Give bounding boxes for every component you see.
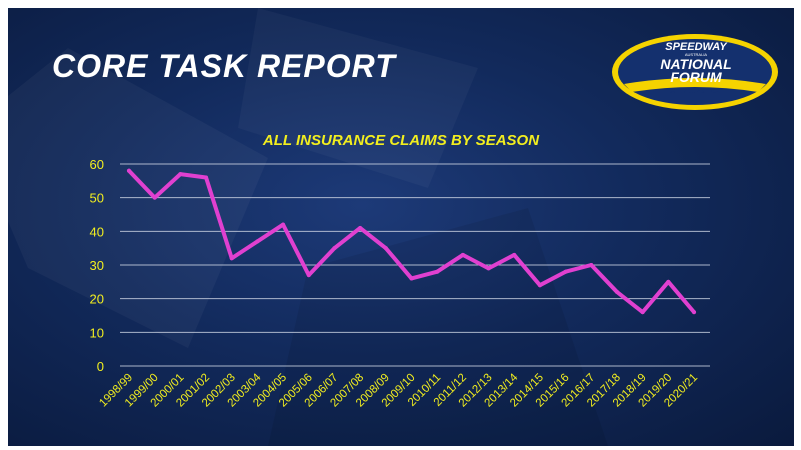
y-tick-label: 10 — [90, 325, 104, 340]
national-forum-logo: SPEEDWAY AUSTRALIA NATIONAL FORUM GOLD C… — [612, 34, 778, 110]
logo-forum-text: FORUM — [670, 69, 722, 85]
data-point — [332, 246, 337, 251]
data-point — [460, 252, 465, 257]
data-point — [640, 310, 645, 315]
y-tick-label: 40 — [90, 224, 104, 239]
y-tick-label: 20 — [90, 292, 104, 307]
data-point — [486, 266, 491, 271]
logo-gold-coast-text: GOLD COAST 2021 — [668, 89, 724, 95]
y-tick-label: 0 — [97, 359, 104, 374]
data-point — [306, 273, 311, 278]
data-point — [512, 252, 517, 257]
data-point — [435, 269, 440, 274]
data-point — [204, 175, 209, 180]
y-tick-label: 50 — [90, 191, 104, 206]
data-point — [152, 195, 157, 200]
data-point — [229, 256, 234, 261]
logo-national-text: NATIONAL — [660, 56, 731, 72]
series-line — [127, 168, 696, 315]
data-point — [537, 283, 542, 288]
data-point — [692, 310, 696, 315]
data-point — [358, 225, 363, 230]
logo-speedway-text: SPEEDWAY — [665, 41, 728, 53]
data-point — [255, 239, 260, 244]
slide-background: CORE TASK REPORT SPEEDWAY AUSTRALIA NATI… — [8, 8, 794, 446]
chart-title: ALL INSURANCE CLAIMS BY SEASON — [262, 132, 540, 149]
data-point — [563, 269, 568, 274]
data-point — [666, 279, 671, 284]
page-title: CORE TASK REPORT — [52, 48, 396, 84]
data-point — [409, 276, 414, 281]
y-tick-label: 30 — [90, 258, 104, 273]
data-point — [383, 246, 388, 251]
line-chart: ALL INSURANCE CLAIMS BY SEASON 0 10 20 30 40… — [90, 132, 710, 410]
data-point — [614, 289, 619, 294]
y-tick-label: 60 — [90, 157, 104, 172]
logo-australia-text: AUSTRALIA — [685, 52, 708, 57]
data-point — [281, 222, 286, 227]
data-point — [127, 168, 131, 173]
data-point — [589, 263, 594, 267]
data-point — [178, 172, 183, 177]
